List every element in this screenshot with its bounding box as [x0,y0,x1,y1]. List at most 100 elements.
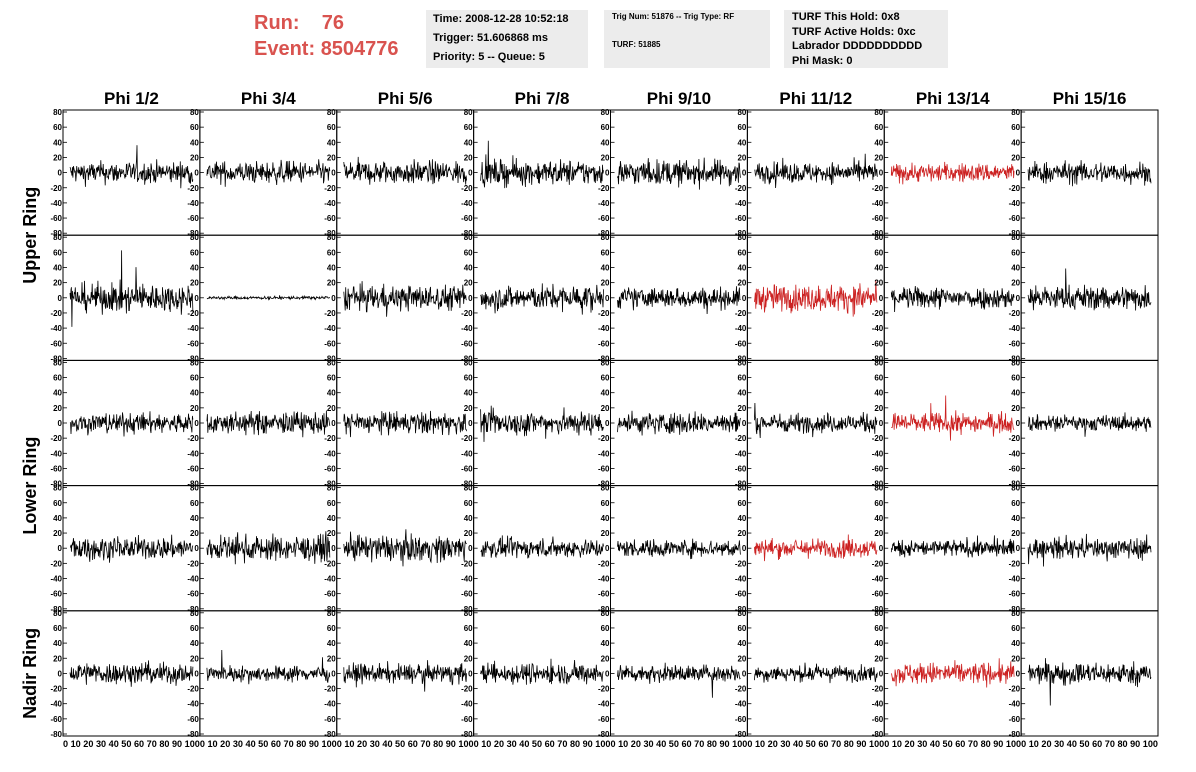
y-tick-label: -60 [735,214,747,223]
y-tick-label: -80 [461,229,473,238]
y-tick-label: -80 [50,480,62,489]
waveform-line [617,538,741,560]
waveform-panel: -80 -60 -40 -20 0 20 40 60 80 [324,233,475,363]
y-tick-label: -60 [598,339,610,348]
y-tick-label: -20 [598,685,610,694]
y-tick-label: 20 [327,404,336,413]
waveform-panel: -80 -60 -40 -20 0 20 40 60 80 [461,358,611,489]
y-tick-label: -20 [872,434,884,443]
y-tick-label: -40 [324,449,336,458]
y-tick-label: 0 [331,419,336,428]
y-tick-label: 0 [194,419,199,428]
y-tick-label: 0 [468,544,473,553]
waveform-line [343,281,467,317]
y-tick-label: 0 [331,294,336,303]
waveform-line [890,535,1015,558]
waveform-panel: -80 -60 -40 -20 0 20 40 60 80 [324,609,475,739]
y-tick-label: 60 [53,248,62,257]
y-tick-label: -80 [1009,480,1021,489]
y-tick-label: 60 [464,499,473,508]
y-tick-label: 40 [737,639,746,648]
y-tick-label: 0 [742,544,747,553]
y-tick-label: 40 [874,138,883,147]
y-tick-label: -20 [872,559,884,568]
y-tick-label: -40 [1009,449,1021,458]
y-tick-label: 20 [1011,153,1020,162]
y-tick-label: 40 [874,514,883,523]
y-tick-label: -60 [461,590,473,599]
y-tick-label: -40 [735,199,747,208]
y-tick-label: 40 [464,514,473,523]
y-tick-label: -40 [187,700,199,709]
y-tick-label: -20 [735,184,747,193]
y-tick-label: 80 [601,609,610,618]
y-tick-label: -60 [598,464,610,473]
y-tick-label: 60 [190,248,199,257]
y-tick-label: -80 [872,229,884,238]
y-tick-label: -20 [598,559,610,568]
waveform-panel: -80 -60 -40 -20 0 20 40 60 80 [872,484,1022,614]
y-tick-label: -80 [324,354,336,363]
waveform-line [754,279,878,317]
y-tick-label: -80 [598,605,610,614]
column-header: Phi 1/2 [104,89,159,108]
y-tick-label: 60 [874,624,883,633]
y-tick-label: 80 [601,233,610,242]
waveform-panel: -80 -60 -40 -20 0 20 40 60 80 [324,484,475,614]
waveform-panel: -80 -60 -40 -20 0 20 40 60 80 [1009,609,1159,739]
y-tick-label: -40 [598,449,610,458]
y-tick-label: -80 [50,354,62,363]
y-tick-label: 20 [327,279,336,288]
y-tick-label: 0 [331,669,336,678]
waveform-line [1027,268,1152,311]
ring-label: Upper Ring [20,187,40,284]
y-tick-label: -40 [324,700,336,709]
y-tick-label: -60 [461,339,473,348]
y-tick-label: 40 [1011,138,1020,147]
waveform-panel: -80 -60 -40 -20 0 20 40 60 80 [735,233,885,363]
y-tick-label: -80 [598,480,610,489]
y-tick-label: -80 [872,480,884,489]
y-tick-label: -60 [324,715,336,724]
y-tick-label: 40 [601,138,610,147]
y-tick-label: 20 [327,654,336,663]
y-tick-label: 80 [464,233,473,242]
panel-frame [473,359,611,487]
y-tick-label: -20 [598,184,610,193]
y-tick-label: 0 [1016,544,1021,553]
y-tick-label: 20 [53,654,62,663]
y-tick-label: 60 [190,499,199,508]
y-tick-label: -80 [461,605,473,614]
y-tick-label: 0 [879,169,884,178]
y-tick-label: -60 [872,214,884,223]
y-tick-label: 60 [1011,248,1020,257]
y-tick-label: -20 [735,685,747,694]
waveform-panel: -80 -60 -40 -20 0 20 40 60 80 [461,233,611,363]
y-tick-label: 0 [879,544,884,553]
waveform-line [754,534,878,562]
y-tick-label: 0 [468,294,473,303]
y-tick-label: -40 [735,449,747,458]
y-tick-label: -80 [50,605,62,614]
y-tick-label: -60 [598,590,610,599]
y-tick-label: -20 [324,184,336,193]
waveform-panel: -80 -60 -40 -20 0 20 40 60 80 [324,108,475,238]
y-tick-label: 60 [601,374,610,383]
y-tick-label: -80 [187,354,199,363]
y-tick-label: -60 [50,590,62,599]
run-event-block: Run: 76 Event: 8504776 [254,10,399,62]
y-tick-label: -40 [461,575,473,584]
column-header: Phi 9/10 [647,89,711,108]
waveform-panel: -80 -60 -40 -20 0 20 40 60 80 [187,358,338,489]
y-tick-label: 20 [464,153,473,162]
y-tick-label: -80 [324,480,336,489]
waveform-line [1027,412,1152,437]
panel-frame [62,359,201,487]
y-tick-label: -20 [324,434,336,443]
y-tick-label: 0 [468,669,473,678]
y-tick-label: -80 [187,229,199,238]
y-tick-label: 40 [327,639,336,648]
y-tick-label: -20 [461,559,473,568]
y-tick-label: 20 [601,529,610,538]
waveform-line [891,395,1015,441]
